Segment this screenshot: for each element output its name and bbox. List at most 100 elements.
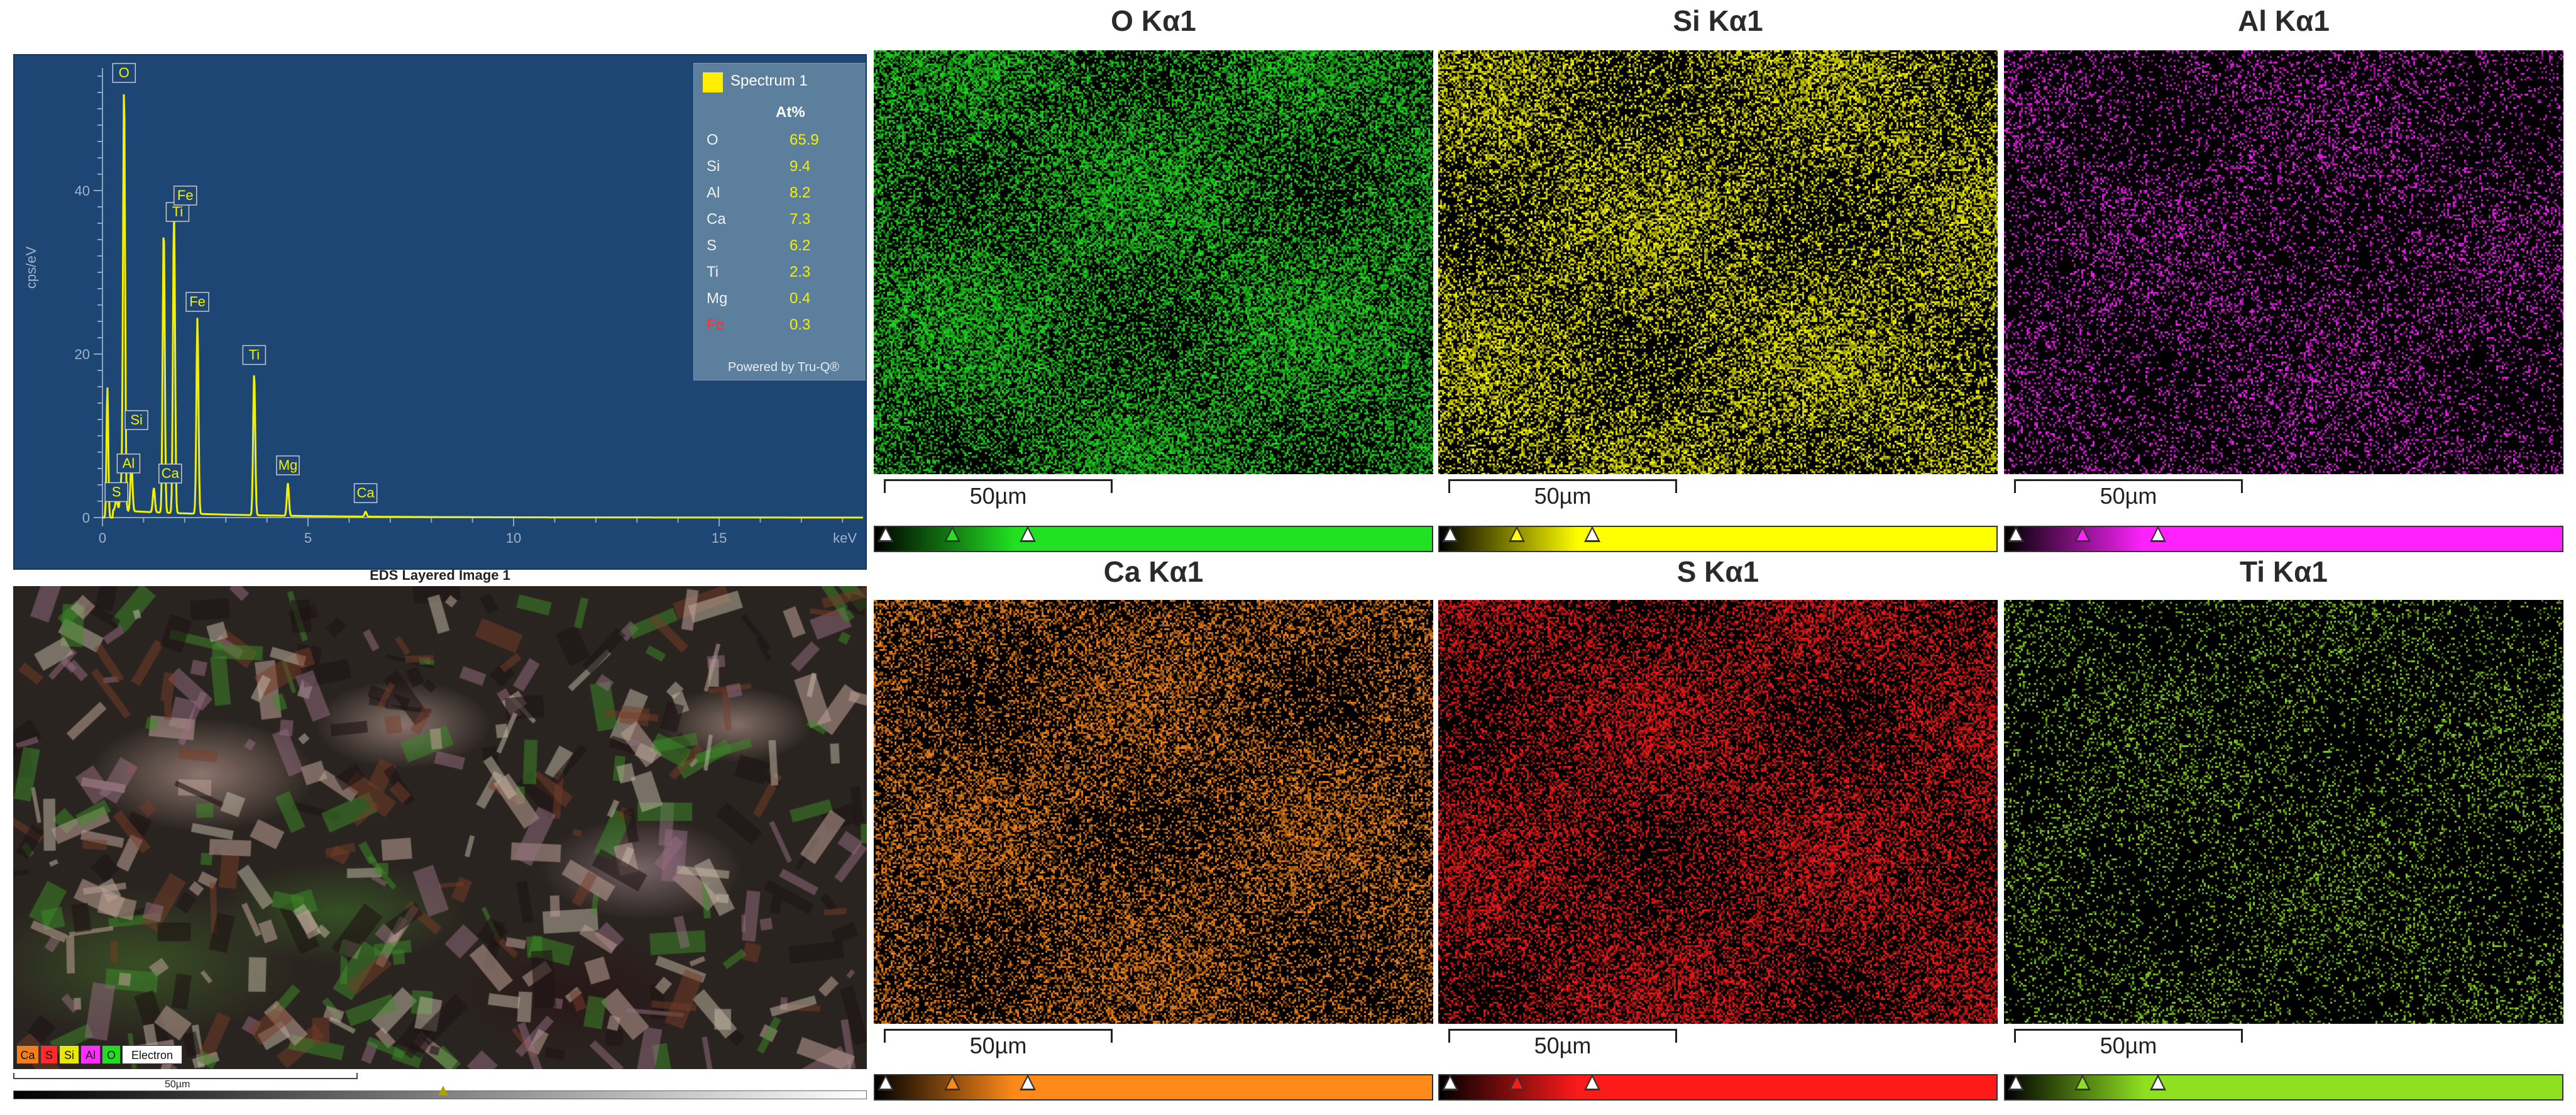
layered-scale-bar [13, 1073, 358, 1079]
peak-label-text: Ti [172, 204, 184, 219]
element-map-si [1438, 50, 1998, 474]
spectrum-line [102, 94, 863, 519]
map-title-al: Al Kα1 [2238, 4, 2330, 37]
layered-image-canvas [13, 586, 867, 1069]
legend-value: 2.3 [790, 263, 811, 280]
legend-element: Al [707, 184, 720, 201]
colorbar-si [1438, 526, 1998, 552]
peak-label-box [185, 292, 209, 312]
colorbar-marker[interactable] [878, 1074, 894, 1090]
chip-o: O [102, 1045, 121, 1064]
layered-image-title: EDS Layered Image 1 [370, 567, 510, 583]
colorbar-marker[interactable] [2008, 526, 2024, 542]
colorbar-marker[interactable] [1584, 1074, 1600, 1090]
peak-label: S [104, 482, 128, 502]
colorbar-marker-fill [2077, 1077, 2088, 1089]
y-tick-label: 40 [75, 183, 90, 199]
colorbar-marker-fill [2152, 1077, 2164, 1089]
chip-al: Al [80, 1045, 101, 1064]
colorbar-marker-fill [2077, 529, 2088, 540]
legend-element: Mg [707, 290, 728, 307]
colorbar-marker-fill [1511, 1077, 1522, 1089]
x-tick-label: 5 [304, 530, 312, 546]
peak-label-text: Al [123, 455, 135, 471]
y-tick-label: 20 [75, 347, 90, 362]
element-map-canvas-al [2004, 50, 2563, 474]
colorbar-o [874, 526, 1433, 552]
element-map-canvas-ti [2004, 600, 2563, 1024]
legend-element: Fe [707, 316, 725, 333]
legend-value: 65.9 [790, 131, 819, 148]
colorbar-marker[interactable] [1584, 526, 1600, 542]
colorbar-marker[interactable] [1509, 1074, 1525, 1090]
colorbar-marker[interactable] [944, 526, 960, 542]
colorbar-marker[interactable] [2074, 1074, 2091, 1090]
colorbar-marker[interactable] [2150, 1074, 2166, 1090]
legend-row: S 6.2 [707, 237, 866, 260]
map-title-s: S Kα1 [1676, 555, 1759, 588]
colorbar-ca [874, 1074, 1433, 1101]
colorbar-ti [2004, 1074, 2563, 1101]
scale-label: 50µm [1534, 483, 1592, 509]
peak-label-text: Fe [177, 187, 194, 203]
legend-element: Si [707, 158, 720, 175]
peak-label-box [353, 483, 378, 503]
x-tick-label: 10 [506, 530, 521, 546]
colorbar-marker[interactable] [944, 1074, 960, 1090]
colorbar-marker-fill [1445, 1077, 1456, 1089]
colorbar-marker-fill [1587, 1077, 1598, 1089]
element-map-ti [2004, 600, 2563, 1024]
legend-footer: Powered by Tru-Q® [728, 360, 840, 374]
peak-label-text: S [112, 484, 121, 500]
legend-row: Si 9.4 [707, 158, 866, 180]
peak-label-text: Ca [162, 465, 180, 481]
colorbar-marker[interactable] [1442, 1074, 1458, 1090]
scale-bar [1448, 1029, 1677, 1043]
x-axis-unit: keV [833, 530, 857, 546]
colorbar-marker-fill [1587, 529, 1598, 540]
scale-label: 50µm [969, 483, 1027, 509]
peak-label: Ca [353, 483, 378, 503]
x-tick-label: 0 [99, 530, 106, 546]
chip-si: Si [59, 1045, 79, 1064]
peak-label: O [112, 63, 136, 83]
peak-label-text: Si [130, 412, 143, 428]
legend-header: At% [776, 104, 805, 121]
peak-label: Fe [173, 186, 197, 206]
legend-row: Ti 2.3 [707, 263, 866, 286]
scale-bar [1448, 479, 1677, 493]
peak-label-text: Ti [249, 347, 260, 363]
legend-element: O [707, 131, 718, 148]
map-title-ti: Ti Kα1 [2240, 555, 2328, 588]
peak-label: Si [124, 410, 148, 430]
element-map-ca [874, 600, 1433, 1024]
legend-value: 9.4 [790, 158, 811, 175]
peak-label-text: Mg [278, 457, 298, 473]
map-title-ca: Ca Kα1 [1103, 555, 1204, 588]
scale-bar [2014, 479, 2243, 493]
element-map-canvas-s [1438, 600, 1998, 1024]
element-map-canvas-ca [874, 600, 1433, 1024]
colorbar-marker-fill [1022, 1077, 1033, 1089]
legend-element: Ti [707, 263, 719, 280]
colorbar-marker[interactable] [2008, 1074, 2024, 1090]
colorbar-marker[interactable] [2074, 526, 2091, 542]
colorbar-marker[interactable] [878, 526, 894, 542]
element-map-canvas-o [874, 50, 1433, 474]
element-map-s [1438, 600, 1998, 1024]
intensity-marker[interactable] [438, 1085, 448, 1096]
colorbar-marker[interactable] [1442, 526, 1458, 542]
y-tick-label: 0 [82, 510, 90, 526]
colorbar-marker[interactable] [1020, 526, 1036, 542]
colorbar-marker-fill [1445, 529, 1456, 540]
peak-label-box [124, 410, 148, 430]
legend-element: S [707, 237, 717, 254]
peak-label: Mg [276, 455, 300, 475]
scale-label: 50µm [2100, 483, 2157, 509]
colorbar-marker[interactable] [2150, 526, 2166, 542]
colorbar-marker[interactable] [1020, 1074, 1036, 1090]
colorbar-marker[interactable] [1509, 526, 1525, 542]
legend-swatch [703, 72, 723, 92]
legend-value: 6.2 [790, 237, 811, 254]
